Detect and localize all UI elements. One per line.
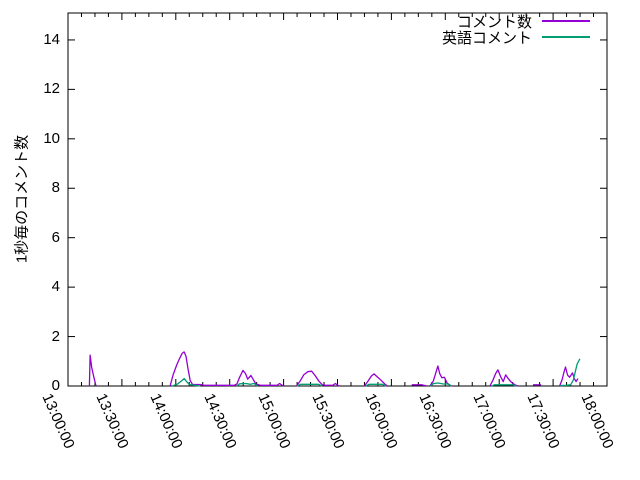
series-line-0 — [363, 373, 388, 387]
y-tick-label: 0 — [51, 377, 60, 394]
legend-label-english-comments: 英語コメント — [441, 29, 532, 47]
y-tick-label: 2 — [51, 327, 60, 345]
series-line-0 — [169, 351, 284, 387]
series-line-0 — [489, 369, 519, 387]
legend: コメント数 英語コメント — [441, 13, 590, 47]
series-line-0 — [411, 384, 427, 387]
y-tick-label: 14 — [43, 30, 60, 48]
y-tick-label: 10 — [43, 129, 60, 147]
plot-border — [67, 12, 608, 387]
legend-line-sample-purple — [542, 20, 590, 22]
series-line-1 — [296, 383, 323, 387]
series-line-1 — [236, 382, 258, 387]
series-line-1 — [171, 377, 201, 387]
series-line-0 — [88, 354, 97, 387]
legend-item-english-comments: 英語コメント — [441, 29, 590, 47]
series-line-1 — [560, 358, 581, 387]
y-tick-label: 12 — [43, 80, 60, 98]
legend-item-comment-count: コメント数 — [442, 13, 590, 31]
legend-line-sample-teal — [542, 36, 590, 38]
series-line-1 — [429, 382, 452, 387]
y-tick-label: 4 — [51, 278, 60, 296]
series-line-1 — [491, 384, 517, 387]
y-tick-label: 8 — [51, 179, 60, 197]
series-line-0 — [558, 366, 579, 387]
y-tick-label: 6 — [51, 228, 60, 246]
series-line-1 — [365, 383, 387, 387]
legend-label-comment-count: コメント数 — [456, 13, 532, 31]
series-line-0 — [295, 370, 340, 387]
